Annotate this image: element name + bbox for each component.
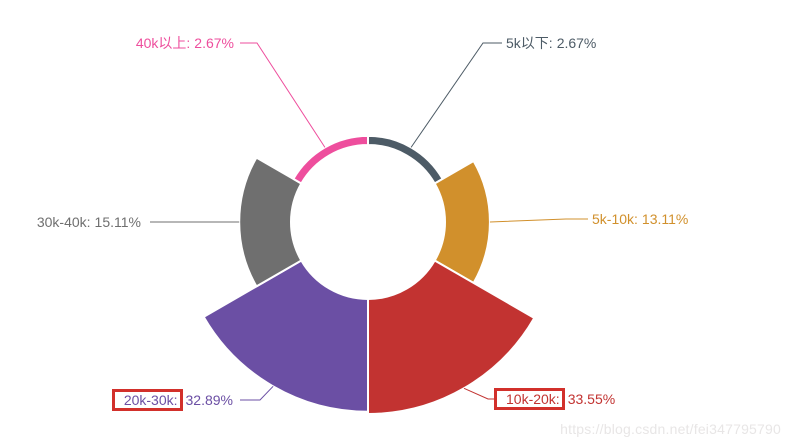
- slice-label-name: 5k-10k:: [592, 211, 638, 227]
- label-line-5: [240, 42, 326, 148]
- pie-slice-3[interactable]: [202, 259, 369, 413]
- slice-label-value: 33.55%: [567, 391, 616, 407]
- slice-label-5: 40k以上: 2.67%: [136, 33, 234, 53]
- highlight-box: 10k-20k:: [494, 388, 565, 410]
- slice-label-value: 32.89%: [185, 392, 233, 408]
- pie-slice-2[interactable]: [367, 259, 536, 415]
- slice-label-value: 13.11%: [641, 211, 689, 227]
- label-line-2: [463, 387, 495, 400]
- slice-label-value: 2.67%: [194, 35, 234, 51]
- label-line-3: [240, 385, 274, 401]
- slice-label-4: 30k-40k: 15.11%: [37, 212, 141, 232]
- slice-label-name: 30k-40k:: [36, 214, 91, 230]
- slice-label-0: 5k以下: 2.67%: [506, 33, 596, 53]
- label-line-1: [489, 218, 588, 223]
- slice-label-name: 5k以下:: [506, 35, 553, 51]
- pie-slice-0[interactable]: [367, 134, 444, 185]
- slice-label-3: 20k-30k: 32.89%: [111, 389, 233, 411]
- highlight-box: 20k-30k:: [111, 389, 183, 411]
- slice-label-1: 5k-10k: 13.11%: [592, 209, 688, 229]
- slice-label-value: 15.11%: [94, 214, 141, 230]
- watermark: https://blog.csdn.net/fei347795790: [560, 421, 781, 437]
- slice-label-name: 40k以上:: [135, 35, 191, 51]
- pie-slice-5[interactable]: [292, 134, 369, 185]
- slice-label-2: 10k-20k: 33.55%: [494, 388, 616, 410]
- slice-label-value: 2.67%: [556, 35, 597, 51]
- label-line-0: [410, 42, 502, 148]
- pie-slice-4[interactable]: [238, 156, 303, 288]
